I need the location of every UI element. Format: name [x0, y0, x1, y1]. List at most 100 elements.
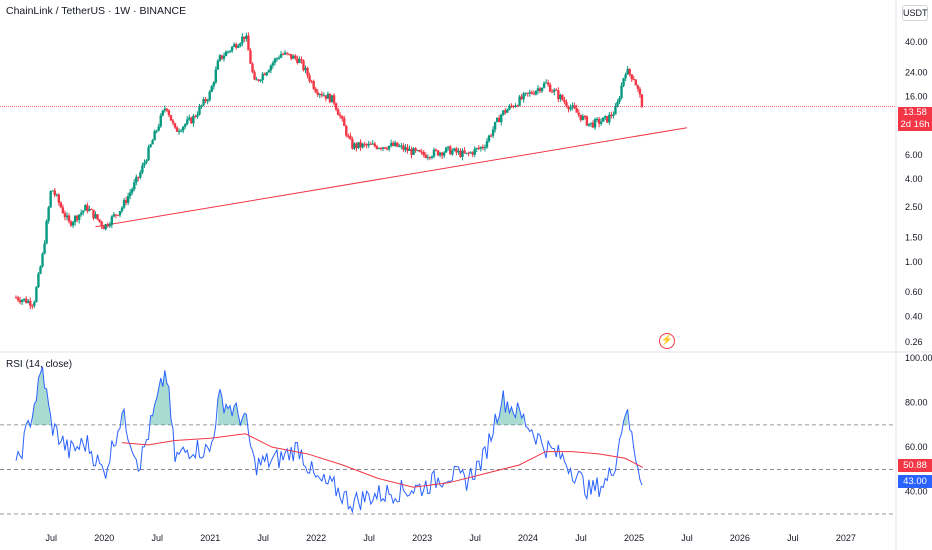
chart-title: ChainLink / TetherUS · 1W · BINANCE	[6, 5, 187, 17]
candle-body	[71, 222, 75, 226]
candle-body	[341, 116, 344, 119]
candle-body	[624, 74, 627, 79]
candle-body	[137, 176, 140, 178]
candle-body	[230, 46, 234, 51]
time-tick-label: 2022	[306, 533, 326, 543]
candle-body	[597, 118, 601, 124]
time-tick-label: 2021	[200, 533, 220, 543]
candle-body	[29, 300, 32, 306]
candle-body	[257, 79, 260, 81]
candle-body	[220, 55, 224, 59]
candle-body	[253, 72, 256, 80]
candle-body	[332, 95, 336, 104]
candle-body	[243, 36, 246, 39]
candle-body	[347, 135, 350, 137]
candle-body	[353, 143, 356, 149]
candle-body	[495, 117, 499, 122]
candle-body	[47, 207, 50, 221]
candle-body	[398, 146, 401, 148]
candle-body	[212, 82, 215, 87]
candle-body	[418, 150, 421, 152]
candle-body	[108, 224, 111, 227]
candle-body	[102, 226, 105, 230]
candle-body	[548, 84, 552, 92]
candle-body	[251, 63, 254, 73]
candle-body	[224, 51, 228, 57]
trend-line[interactable]	[95, 127, 688, 228]
candle-body	[292, 55, 295, 59]
candle-body	[43, 243, 46, 254]
candle-body	[288, 53, 291, 55]
candle-body	[169, 115, 173, 121]
price-tick-label: 0.60	[905, 287, 923, 297]
candle-body	[149, 144, 152, 148]
candle-body	[31, 305, 34, 307]
time-tick-label: Jul	[469, 533, 481, 543]
candle-body	[22, 298, 26, 301]
candle-body	[94, 214, 97, 219]
candle-body	[508, 105, 511, 110]
candle-body	[622, 78, 625, 86]
rsi-sma-line[interactable]	[121, 433, 644, 488]
candle-body	[526, 92, 529, 94]
lightning-icon[interactable]: ⚡	[659, 333, 675, 349]
candle-body	[104, 224, 107, 230]
candle-body	[400, 145, 403, 147]
candle-body	[565, 102, 568, 107]
rsi-line[interactable]	[15, 366, 643, 514]
candle-body	[222, 56, 226, 59]
candle-body	[512, 106, 515, 108]
candle-body	[302, 60, 305, 71]
candle-body	[277, 57, 281, 59]
candle-body	[571, 105, 574, 108]
candle-body	[208, 91, 211, 100]
candle-body	[581, 116, 585, 120]
candle-body	[491, 129, 495, 136]
candle-body	[271, 62, 275, 66]
candle-body	[279, 53, 283, 58]
candle-body	[275, 58, 279, 60]
candle-body	[457, 150, 460, 153]
unit-label[interactable]: USDT	[902, 5, 928, 21]
candle-body	[273, 58, 277, 63]
rsi-tick-label: 40.00	[905, 487, 928, 497]
candle-body	[27, 300, 30, 303]
candle-body	[90, 208, 93, 210]
candle-body	[141, 165, 144, 173]
time-tick-label: 2020	[94, 533, 114, 543]
candle-body	[49, 191, 52, 208]
price-tick-label: 40.00	[905, 37, 928, 47]
candle-body	[534, 90, 538, 95]
candle-body	[100, 221, 103, 227]
candle-body	[430, 156, 434, 158]
candle-body	[126, 195, 130, 203]
candle-body	[92, 209, 95, 219]
candle-body	[234, 44, 238, 48]
candle-body	[383, 147, 387, 149]
candle-body	[184, 124, 187, 127]
candle-body	[394, 142, 397, 146]
candle-body	[218, 55, 222, 61]
candle-body	[467, 152, 470, 154]
time-tick-label: Jul	[363, 533, 375, 543]
rsi-tick-label: 60.00	[905, 442, 928, 452]
candle-body	[591, 122, 595, 128]
candle-body	[73, 215, 77, 223]
time-tick-label: Jul	[787, 533, 799, 543]
candle-body	[459, 150, 462, 157]
candle-body	[632, 79, 635, 81]
candle-body	[634, 79, 638, 86]
candle-body	[75, 215, 79, 221]
candle-body	[528, 92, 531, 94]
candle-body	[426, 157, 430, 159]
candle-body	[177, 131, 181, 133]
candle-body	[373, 143, 377, 147]
candle-body	[638, 88, 642, 95]
candle-body	[239, 43, 242, 46]
candle-body	[106, 224, 109, 227]
time-tick-label: Jul	[46, 533, 58, 543]
candle-body	[322, 95, 326, 97]
candle-body	[626, 68, 629, 75]
